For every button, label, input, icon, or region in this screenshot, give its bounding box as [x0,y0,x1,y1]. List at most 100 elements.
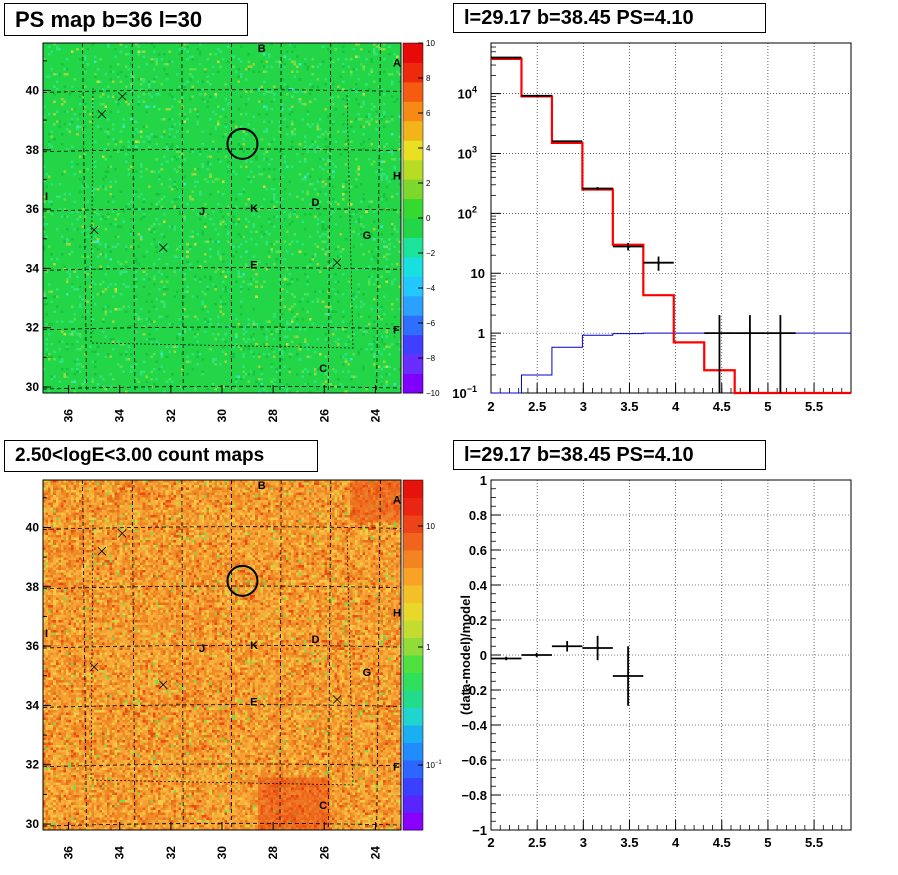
colorbar-band [403,515,423,533]
y-tick-label: 40 [26,520,40,534]
y-tick-label: 32 [26,321,40,335]
x-tick-label: 30 [215,409,229,423]
colorbar-tick-label: −8 [426,354,436,363]
y-tick-label: 10−1 [452,384,477,401]
x-tick-label: 34 [113,409,127,423]
grid-parallel [42,763,402,768]
x-tick-label: 32 [164,409,178,423]
source-label-i: I [45,628,48,640]
x-tick-label: 2 [487,399,494,414]
map-pixels [43,480,401,830]
source-label-k: K [250,203,258,215]
source-cross [332,695,342,704]
x-tick-label: 2.5 [528,399,546,414]
grid-meridian [279,479,282,831]
source-label-b: B [258,480,266,492]
colorbar-band [403,373,423,394]
colorbar-tick-label: −10 [426,389,440,398]
grid-meridian [181,479,184,831]
residual-point [612,646,644,706]
y-tick-label: 102 [458,204,477,221]
y-tick-label: 30 [26,380,40,394]
map-pixels [43,43,401,393]
source-label-a: A [393,495,401,507]
colorbar-tick-label: 8 [426,74,431,83]
x-tick-label: 36 [62,409,76,423]
x-tick-label: 26 [317,846,331,860]
colorbar-band [403,179,423,200]
grid-meridian [376,479,381,831]
data-point [734,315,766,393]
colorbar-band [403,198,423,219]
x-tick-label: 3 [580,399,587,414]
colorbar-band [403,237,423,258]
source-label-c: C [319,363,327,375]
residual-point [551,641,583,652]
x-tick-label: 5 [764,399,771,414]
y-tick-label: −1 [472,823,487,838]
count-map-title: 2.50<logE<3.00 count maps [4,440,318,472]
x-tick-label: 4.5 [713,835,731,850]
background-model-histogram [491,332,851,394]
colorbar-band [403,812,423,831]
colorbar-band [403,760,423,778]
grid-parallel [42,89,402,93]
colorbar-tick-label: −6 [426,319,436,328]
x-tick-label: 4 [672,835,680,850]
grid-parallel [42,526,402,530]
colorbar-band [403,159,423,180]
spectrum-frame [490,42,852,394]
cross-stroke [117,529,127,538]
y-tick-label: 38 [26,580,40,594]
colorbar-tick-label: 10 [426,522,435,531]
x-tick-label: 28 [266,409,280,423]
residual-point [491,656,522,661]
x-tick-label: 4 [672,399,680,414]
model-histogram [491,57,851,395]
cross-stroke [89,662,99,672]
source-label-f: F [393,762,400,774]
colorbar-tick-label: 0 [426,214,431,223]
colorbar-band [403,497,423,516]
source-label-h: H [393,170,401,182]
x-tick-label: 2.5 [528,835,546,850]
source-label-d: D [312,197,320,209]
source-cross [97,546,107,556]
colorbar-tick-label: 10 [426,39,435,48]
colorbar-tick-label: 2 [426,179,431,188]
x-tick-label: 28 [266,846,280,860]
y-tick-label: −0.2 [461,683,487,698]
grid-meridian [131,479,136,831]
source-label-c: C [319,800,327,812]
x-tick-label: 3.5 [620,835,638,850]
colorbar-band [403,550,423,568]
y-tick-label: 36 [26,639,40,653]
cross-stroke [97,546,107,556]
grid-parallel [42,704,402,708]
grid-meridian [327,479,332,831]
source-label-a: A [393,58,401,70]
y-tick-label: 30 [26,817,40,831]
residual-y-axis-label: (data-model)/model [458,595,473,715]
x-tick-label: 32 [164,846,178,860]
grid-meridian [82,42,87,394]
grid-parallel [42,385,402,390]
y-tick-label: 34 [26,261,40,275]
y-tick-label: −0.4 [461,718,487,733]
grid-meridian [279,42,282,394]
data-point [582,187,613,191]
colorbar-tick-label: 10−1 [426,760,442,770]
grid-meridian [181,42,184,394]
colorbar-band [403,655,423,673]
colorbar-frame [402,479,424,831]
data-point [612,242,644,251]
x-tick-label: 2 [487,835,494,850]
y-tick-label: 104 [458,85,477,102]
y-tick-label: 103 [458,144,477,161]
colorbar-band [403,532,423,551]
residual-point [582,635,613,661]
colorbar-band [403,256,423,277]
colorbar-band [403,620,423,638]
colorbar: 10 1 10−1 [402,479,442,831]
